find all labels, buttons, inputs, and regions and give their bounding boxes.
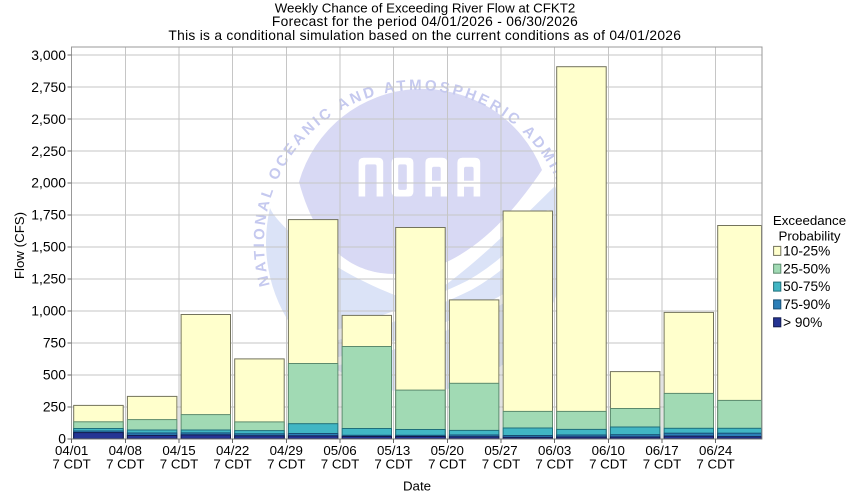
svg-text:7 CDT: 7 CDT	[374, 457, 412, 472]
svg-text:06/24: 06/24	[699, 443, 732, 458]
svg-text:Weekly Chance of Exceeding Riv: Weekly Chance of Exceeding River Flow at…	[275, 1, 576, 16]
svg-text:7 CDT: 7 CDT	[321, 457, 359, 472]
svg-text:06/03: 06/03	[538, 443, 571, 458]
svg-text:7 CDT: 7 CDT	[482, 457, 520, 472]
svg-text:05/06: 05/06	[323, 443, 356, 458]
svg-text:7 CDT: 7 CDT	[696, 457, 734, 472]
svg-text:7 CDT: 7 CDT	[160, 457, 198, 472]
svg-text:05/27: 05/27	[484, 443, 517, 458]
svg-text:1,500: 1,500	[31, 239, 66, 255]
svg-text:This is a conditional simulati: This is a conditional simulation based o…	[168, 28, 681, 43]
svg-text:1,250: 1,250	[31, 271, 66, 287]
svg-text:04/15: 04/15	[162, 443, 195, 458]
svg-text:1,000: 1,000	[31, 303, 66, 319]
svg-text:25-50%: 25-50%	[783, 261, 830, 276]
svg-text:2,000: 2,000	[31, 175, 66, 191]
svg-text:06/10: 06/10	[592, 443, 625, 458]
svg-text:10-25%: 10-25%	[783, 244, 830, 259]
svg-text:7 CDT: 7 CDT	[267, 457, 305, 472]
svg-text:06/17: 06/17	[645, 443, 678, 458]
svg-text:50-75%: 50-75%	[783, 279, 830, 294]
svg-text:0: 0	[58, 431, 66, 447]
svg-text:04/29: 04/29	[270, 443, 303, 458]
svg-text:500: 500	[43, 367, 66, 383]
svg-text:7 CDT: 7 CDT	[643, 457, 681, 472]
svg-text:Date: Date	[403, 479, 431, 494]
svg-text:04/01: 04/01	[55, 443, 88, 458]
svg-text:750: 750	[43, 335, 66, 351]
svg-text:Probability: Probability	[778, 228, 840, 243]
svg-text:3,000: 3,000	[31, 47, 66, 63]
svg-text:04/22: 04/22	[216, 443, 249, 458]
svg-text:Forecast for the period 04/01/: Forecast for the period 04/01/2026 - 06/…	[272, 14, 578, 29]
svg-text:1,750: 1,750	[31, 207, 66, 223]
svg-text:7 CDT: 7 CDT	[106, 457, 144, 472]
svg-text:05/20: 05/20	[431, 443, 464, 458]
svg-text:Flow (CFS): Flow (CFS)	[12, 212, 27, 279]
svg-text:7 CDT: 7 CDT	[589, 457, 627, 472]
svg-text:05/13: 05/13	[377, 443, 410, 458]
svg-text:> 90%: > 90%	[783, 315, 822, 330]
svg-text:7 CDT: 7 CDT	[52, 457, 90, 472]
svg-text:2,250: 2,250	[31, 143, 66, 159]
svg-text:7 CDT: 7 CDT	[535, 457, 573, 472]
svg-text:Exceedance: Exceedance	[773, 213, 846, 228]
svg-text:04/08: 04/08	[109, 443, 142, 458]
svg-text:2,750: 2,750	[31, 79, 66, 95]
svg-text:2,500: 2,500	[31, 111, 66, 127]
svg-text:7 CDT: 7 CDT	[428, 457, 466, 472]
svg-text:7 CDT: 7 CDT	[213, 457, 251, 472]
svg-text:250: 250	[43, 399, 66, 415]
svg-text:75-90%: 75-90%	[783, 297, 830, 312]
